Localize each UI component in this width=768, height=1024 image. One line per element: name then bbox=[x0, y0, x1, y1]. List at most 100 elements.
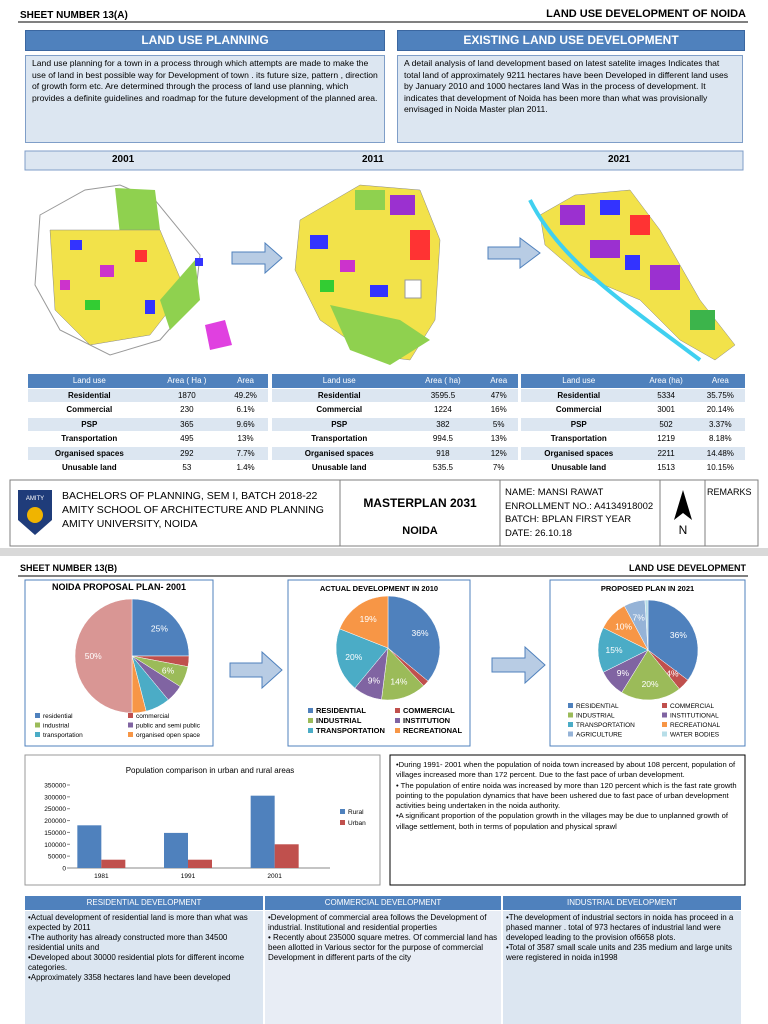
logo-text: AMITY bbox=[26, 496, 44, 502]
text-item: •A significant proportion of the populat… bbox=[396, 811, 728, 831]
chart-title: PROPOSED PLAN IN 2021 bbox=[601, 584, 694, 593]
bar bbox=[101, 859, 126, 868]
legend-label: Urban bbox=[348, 820, 366, 827]
legend-label: AGRICULTURE bbox=[576, 732, 623, 739]
header-cell: Land use bbox=[272, 374, 407, 389]
panel-heading: EXISTING LAND USE DEVELOPMENT bbox=[397, 30, 745, 51]
table-cell: PSP bbox=[28, 417, 151, 432]
legend-swatch bbox=[35, 713, 40, 718]
legend-label: COMMERCIAL bbox=[670, 703, 714, 710]
table-cell: 994.5 bbox=[406, 431, 480, 447]
table-cell: 1219 bbox=[636, 431, 696, 447]
legend-label: industrial bbox=[43, 723, 70, 730]
map-2011 bbox=[294, 184, 441, 365]
table-cell: 49.2% bbox=[223, 388, 268, 403]
legend-label: organised open space bbox=[136, 732, 200, 739]
table-cell: 7.7% bbox=[223, 446, 268, 461]
land-use-table: Land use Area ( Ha ) Area Residential 1870 49… bbox=[28, 374, 268, 476]
data-label: 6% bbox=[162, 665, 175, 675]
column-heading: RESIDENTIAL DEVELOPMENT bbox=[25, 896, 263, 910]
header-cell: Land use bbox=[521, 374, 637, 389]
data-label: 4% bbox=[666, 669, 679, 679]
panel-heading: LAND USE PLANNING bbox=[25, 30, 385, 51]
table-cell: 495 bbox=[150, 431, 224, 447]
table-row: Unusable land 535.5 7% bbox=[272, 460, 518, 476]
column-item: • Recently about 235000 square metres. O… bbox=[268, 933, 498, 952]
header-cell: Area bbox=[695, 374, 745, 389]
table-row: PSP 365 9.6% bbox=[28, 417, 268, 432]
table-cell: 10.15% bbox=[695, 460, 745, 476]
x-tick-label: 1981 bbox=[94, 873, 109, 880]
data-label: 10% bbox=[615, 621, 632, 631]
legend-swatch bbox=[568, 712, 573, 718]
table-row: Commercial 1224 16% bbox=[272, 402, 518, 418]
legend-label: INDUSTRIAL bbox=[316, 716, 362, 725]
table-cell: Residential bbox=[521, 388, 637, 403]
footer-line: BACHELORS OF PLANNING, SEM I, BATCH 2018… bbox=[62, 490, 318, 502]
table-cell: 365 bbox=[150, 417, 224, 432]
table-row: Residential 5334 35.75% bbox=[521, 388, 745, 403]
table-cell: 3595.5 bbox=[406, 388, 480, 403]
legend-label: RESIDENTIAL bbox=[576, 703, 619, 710]
table-row: Organised spaces 918 12% bbox=[272, 446, 518, 461]
table-cell: 292 bbox=[150, 446, 224, 461]
legend-label: public and semi public bbox=[136, 723, 201, 730]
north-arrow bbox=[674, 490, 692, 520]
y-tick-label: 0 bbox=[62, 866, 66, 873]
data-label: 36% bbox=[411, 628, 428, 638]
column-item: •Development of commercial area follows … bbox=[268, 913, 487, 932]
legend-swatch bbox=[662, 703, 667, 708]
column-item: •The development of industrial sectors i… bbox=[506, 913, 734, 942]
legend-label: transportation bbox=[43, 732, 83, 739]
pie-slice bbox=[387, 595, 441, 682]
pie-slice bbox=[131, 598, 190, 657]
data-label: 36% bbox=[670, 630, 687, 640]
header-cell: Land use bbox=[28, 374, 151, 389]
table-cell: PSP bbox=[272, 417, 407, 432]
table-cell: Organised spaces bbox=[272, 446, 407, 461]
data-label: 15% bbox=[605, 645, 622, 655]
table-cell: 47% bbox=[479, 388, 518, 403]
column-item: •Actual development of residential land … bbox=[28, 913, 248, 932]
table-cell: 16% bbox=[479, 402, 518, 418]
remarks: REMARKS bbox=[707, 487, 752, 497]
legend-label: RECREATIONAL bbox=[403, 726, 462, 735]
y-tick-label: 50000 bbox=[48, 854, 66, 861]
table-row: PSP 502 3.37% bbox=[521, 417, 745, 432]
chart-title: Population comparison in urban and rural… bbox=[126, 766, 295, 775]
sheet-title: LAND USE DEVELOPMENT bbox=[628, 563, 746, 573]
detail: BATCH: BPLAN FIRST YEAR bbox=[505, 514, 632, 525]
legend-label: residential bbox=[43, 713, 73, 720]
table-cell: 6.1% bbox=[223, 402, 268, 418]
column-body: •Development of commercial area follows … bbox=[265, 911, 501, 1024]
table-cell: 1870 bbox=[150, 388, 224, 403]
details: NAME: MANSI RAWAT ENROLLMENT NO.: A41349… bbox=[505, 486, 653, 540]
y-tick-label: 100000 bbox=[44, 842, 66, 849]
table-header: Land use Area ( ha) Area bbox=[272, 374, 518, 389]
chart-title: ACTUAL DEVELOPMENT IN 2010 bbox=[320, 584, 438, 593]
header-cell: Area ( ha) bbox=[406, 374, 480, 389]
panel-text: A detail analysis of land development ba… bbox=[397, 55, 743, 143]
sheet-number: SHEET NUMBER 13(A) bbox=[20, 10, 128, 21]
bar bbox=[188, 859, 212, 868]
land-use-table: Land use Area (ha) Area Residential 5334 35.7… bbox=[521, 374, 745, 476]
legend-label: COMMERCIAL bbox=[403, 706, 455, 715]
table-cell: 535.5 bbox=[406, 460, 480, 476]
data-label: 50% bbox=[85, 651, 102, 661]
legend-swatch bbox=[308, 708, 313, 713]
table-cell: Unusable land bbox=[272, 460, 407, 476]
bar bbox=[250, 795, 275, 868]
data-label: 25% bbox=[151, 624, 168, 634]
table-cell: 918 bbox=[406, 446, 480, 461]
table-cell: Commercial bbox=[272, 402, 407, 418]
column-body: •Actual development of residential land … bbox=[25, 911, 263, 1024]
column-item: •Total of 3587 small scale units and 235… bbox=[506, 943, 733, 962]
table-cell: 12% bbox=[479, 446, 518, 461]
y-tick-label: 200000 bbox=[44, 818, 66, 825]
column-item: Development in different parts of the ci… bbox=[268, 953, 412, 962]
table-cell: 7% bbox=[479, 460, 518, 476]
text-item: •During 1991- 2001 when the population o… bbox=[396, 760, 736, 780]
table-row: Commercial 230 6.1% bbox=[28, 402, 268, 418]
table-cell: Organised spaces bbox=[28, 446, 151, 461]
